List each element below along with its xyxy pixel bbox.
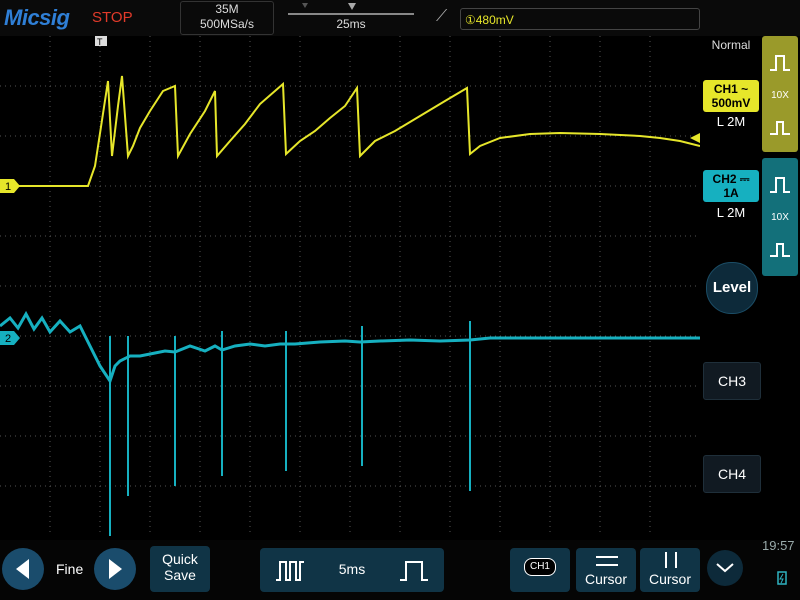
previous-button[interactable] — [2, 548, 44, 590]
pulse-wide-icon[interactable] — [768, 50, 792, 74]
dc-coupling-icon: ⎓ — [740, 172, 750, 186]
expand-menu-button[interactable] — [707, 550, 743, 586]
vertical-cursor-icon — [660, 550, 682, 570]
pulse-narrow-icon[interactable] — [274, 556, 306, 584]
pulse-wide-icon[interactable] — [398, 556, 430, 584]
ch1-label: CH1 — [714, 82, 738, 96]
ch1-button[interactable]: CH1 ~ 500mV — [703, 80, 759, 112]
rising-edge-icon[interactable]: ⟋ — [436, 8, 447, 26]
level-button[interactable]: Level — [706, 262, 758, 314]
memory-depth: 35M — [181, 2, 273, 17]
clock: 19:57 — [762, 538, 795, 553]
ch2-side-panel[interactable]: 10X — [762, 158, 798, 276]
pulse-narrow-icon[interactable] — [768, 114, 792, 138]
view-start-marker — [302, 3, 308, 8]
quick-save-line2: Save — [150, 567, 210, 583]
next-button[interactable] — [94, 548, 136, 590]
cursor-v-label: Cursor — [640, 571, 700, 587]
channel-badge: CH1 — [524, 558, 556, 576]
trigger-position-marker — [348, 3, 356, 10]
timebase-readout: 25ms — [286, 17, 416, 31]
sample-rate: 500MSa/s — [181, 17, 273, 32]
timebase-control[interactable]: 5ms — [260, 548, 444, 592]
quick-save-line1: Quick — [150, 551, 210, 567]
trigger-mode[interactable]: Normal — [700, 38, 762, 52]
horizontal-position-box[interactable]: 25ms — [286, 1, 416, 33]
brand-logo: Micsig — [4, 5, 69, 31]
trigger-position-marker-on-grid: T — [95, 36, 107, 47]
channel-select-button[interactable]: CH1 — [510, 548, 570, 592]
ch1-marker-label: 1 — [5, 181, 11, 193]
ch2-label: CH2 — [713, 172, 737, 186]
ch2-marker-label: 2 — [5, 333, 11, 345]
ch1-side-panel[interactable]: 10X — [762, 36, 798, 152]
cursor-h-label: Cursor — [576, 571, 636, 587]
ch2-probe[interactable]: 10X — [762, 212, 798, 223]
timebase-value: 5ms — [320, 561, 384, 577]
quick-save-button[interactable]: Quick Save — [150, 546, 210, 592]
waveform-display[interactable]: 1 2 T — [0, 36, 700, 536]
ch3-button[interactable]: CH3 — [703, 362, 761, 400]
trigger-level-readout[interactable]: ①480mV — [460, 8, 700, 30]
cursor-horizontal-button[interactable]: Cursor — [576, 548, 636, 592]
ch4-button[interactable]: CH4 — [703, 455, 761, 493]
acquisition-box[interactable]: 35M 500MSa/s — [180, 1, 274, 35]
trigger-marker-label: T — [97, 37, 103, 47]
ch2-memory: L 2M — [703, 205, 759, 220]
run-stop-button[interactable]: STOP — [92, 9, 133, 26]
ch2-scale: 1A — [703, 186, 759, 200]
ch1-scale: 500mV — [703, 96, 759, 110]
cursor-vertical-button[interactable]: Cursor — [640, 548, 700, 592]
horizontal-cursor-icon — [594, 552, 620, 570]
fine-label[interactable]: Fine — [56, 561, 83, 577]
pulse-wide-icon[interactable] — [768, 172, 792, 196]
ac-coupling-icon: ~ — [741, 82, 748, 96]
chevron-down-icon — [707, 550, 743, 586]
ch1-probe[interactable]: 10X — [762, 90, 798, 101]
ch2-button[interactable]: CH2 ⎓ 1A — [703, 170, 759, 202]
memory-position-bar — [288, 13, 414, 15]
battery-icon — [776, 570, 788, 586]
arrow-left-icon — [2, 548, 44, 590]
pulse-narrow-icon[interactable] — [768, 236, 792, 260]
ch1-memory: L 2M — [703, 114, 759, 129]
arrow-right-icon — [94, 548, 136, 590]
